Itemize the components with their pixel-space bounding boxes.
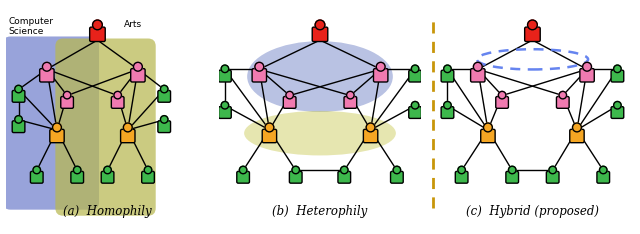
Circle shape [286,91,293,99]
Circle shape [527,20,538,30]
Text: Arts: Arts [124,20,142,29]
Circle shape [221,65,228,73]
Circle shape [483,123,492,132]
Circle shape [33,166,40,174]
Circle shape [366,123,375,132]
Circle shape [255,62,264,71]
FancyBboxPatch shape [56,39,156,216]
Text: Computer
Science: Computer Science [8,17,53,36]
Circle shape [573,123,581,132]
Circle shape [74,166,81,174]
Circle shape [161,116,168,123]
FancyBboxPatch shape [409,107,421,118]
Circle shape [458,166,465,174]
FancyBboxPatch shape [61,96,74,108]
Circle shape [412,102,419,109]
FancyBboxPatch shape [441,70,454,82]
FancyBboxPatch shape [262,129,276,143]
FancyBboxPatch shape [364,129,378,143]
Ellipse shape [247,41,393,112]
FancyBboxPatch shape [441,107,454,118]
FancyBboxPatch shape [284,96,296,108]
Circle shape [93,20,102,30]
Text: (c)  Hybrid (proposed): (c) Hybrid (proposed) [466,205,599,218]
Circle shape [340,166,348,174]
FancyBboxPatch shape [252,69,266,82]
FancyBboxPatch shape [338,171,351,183]
FancyBboxPatch shape [525,27,540,41]
FancyBboxPatch shape [390,171,403,183]
Circle shape [134,62,142,71]
Circle shape [114,91,122,99]
Circle shape [265,123,274,132]
Circle shape [104,166,111,174]
FancyBboxPatch shape [496,96,508,108]
FancyBboxPatch shape [111,96,124,108]
FancyBboxPatch shape [344,96,356,108]
FancyBboxPatch shape [289,171,302,183]
Circle shape [412,65,419,73]
Circle shape [549,166,556,174]
FancyBboxPatch shape [158,121,170,133]
FancyBboxPatch shape [141,171,154,183]
Circle shape [15,85,22,93]
Circle shape [614,102,621,109]
FancyBboxPatch shape [570,129,584,143]
Circle shape [499,91,506,99]
FancyBboxPatch shape [611,70,624,82]
Circle shape [600,166,607,174]
FancyBboxPatch shape [158,91,170,102]
Circle shape [144,166,152,174]
Text: (b)  Heterophily: (b) Heterophily [273,205,367,218]
FancyBboxPatch shape [101,171,114,183]
FancyBboxPatch shape [219,107,231,118]
FancyBboxPatch shape [481,129,495,143]
FancyBboxPatch shape [556,96,569,108]
Circle shape [161,85,168,93]
FancyBboxPatch shape [470,69,485,82]
FancyBboxPatch shape [50,129,64,143]
Circle shape [444,65,451,73]
Circle shape [614,65,621,73]
Circle shape [315,20,325,30]
Circle shape [292,166,300,174]
FancyBboxPatch shape [40,69,54,82]
FancyBboxPatch shape [12,121,25,133]
Circle shape [15,116,22,123]
Circle shape [124,123,132,132]
FancyBboxPatch shape [312,27,328,41]
FancyBboxPatch shape [219,70,231,82]
FancyBboxPatch shape [455,171,468,183]
FancyBboxPatch shape [131,69,145,82]
Circle shape [508,166,516,174]
Circle shape [559,91,566,99]
Ellipse shape [244,111,396,155]
Circle shape [444,102,451,109]
Circle shape [376,62,385,71]
Circle shape [347,91,354,99]
Circle shape [221,102,228,109]
Text: (a)  Homophily: (a) Homophily [63,205,152,218]
Circle shape [63,91,71,99]
FancyBboxPatch shape [580,69,595,82]
FancyBboxPatch shape [90,27,105,41]
Circle shape [52,123,61,132]
FancyBboxPatch shape [12,91,25,102]
FancyBboxPatch shape [374,69,388,82]
Circle shape [239,166,247,174]
Circle shape [42,62,51,71]
Circle shape [393,166,401,174]
FancyBboxPatch shape [597,171,609,183]
Circle shape [474,62,482,71]
FancyBboxPatch shape [506,171,518,183]
FancyBboxPatch shape [611,107,624,118]
FancyBboxPatch shape [547,171,559,183]
FancyBboxPatch shape [3,37,99,210]
FancyBboxPatch shape [409,70,421,82]
FancyBboxPatch shape [120,129,135,143]
FancyBboxPatch shape [237,171,250,183]
FancyBboxPatch shape [31,171,43,183]
FancyBboxPatch shape [71,171,84,183]
Circle shape [582,62,591,71]
